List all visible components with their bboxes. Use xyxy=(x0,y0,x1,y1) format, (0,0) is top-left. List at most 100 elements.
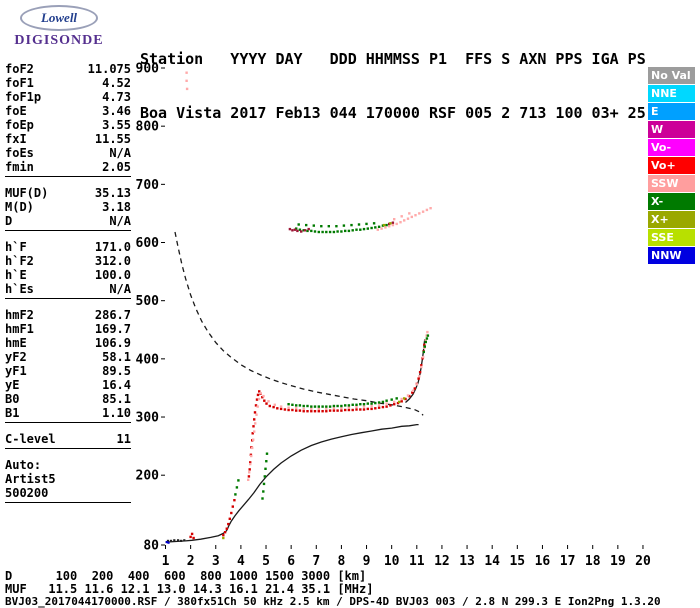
param-row: yF1 89.5 xyxy=(5,364,131,378)
param-row: foF2 11.075 xyxy=(5,62,131,76)
param-row: B1 1.10 xyxy=(5,406,131,420)
param-value: 89.5 xyxy=(102,364,131,378)
param-group: C-level 11 xyxy=(5,432,131,449)
legend-label: NNE xyxy=(651,87,677,100)
legend-label: No Val xyxy=(651,69,691,82)
x-tick-label: 19 xyxy=(610,554,626,569)
param-value: 58.1 xyxy=(102,350,131,364)
x-trace-green xyxy=(234,334,430,500)
param-label: MUF(D) xyxy=(5,186,49,200)
param-value: 286.7 xyxy=(94,308,131,322)
param-label: D xyxy=(5,214,13,228)
param-label: foF1 xyxy=(5,76,34,90)
bottom-left-dark-specks xyxy=(166,539,186,542)
param-label: 500200 xyxy=(5,486,49,500)
param-label: M(D) xyxy=(5,200,34,214)
x-tick-label: 18 xyxy=(585,554,601,569)
legend-item-x+: X+ xyxy=(648,211,695,228)
param-row: foF1p 4.73 xyxy=(5,90,131,104)
param-label: h`F2 xyxy=(5,254,34,268)
legend-item-no-val: No Val xyxy=(648,67,695,84)
ssw-pink-trace xyxy=(185,71,429,481)
legend-item-nnw: NNW xyxy=(648,247,695,264)
status-line: BVJ03_2017044170000.RSF / 380fx51Ch 50 k… xyxy=(5,595,661,608)
param-label: h`Es xyxy=(5,282,34,296)
x-tick-label: 4 xyxy=(237,554,245,569)
legend-label: SSE xyxy=(651,231,674,244)
param-group: Auto: Artist5 500200 xyxy=(5,458,131,503)
param-value: N/A xyxy=(109,214,131,228)
x-tick-label: 13 xyxy=(459,554,475,569)
param-group: MUF(D) 35.13 M(D) 3.18 D N/A xyxy=(5,186,131,231)
legend-item-w: W xyxy=(648,121,695,138)
param-row: C-level 11 xyxy=(5,432,131,446)
param-label: foEp xyxy=(5,118,34,132)
param-row: hmE 106.9 xyxy=(5,336,131,350)
y-tick-label: 80 xyxy=(143,539,159,554)
param-value: 16.4 xyxy=(102,378,131,392)
param-group: hmF2 286.7 hmF1 169.7 hmE 106.9 yF2 58.1 yF1 89.5… xyxy=(5,308,131,423)
x-tick-label: 3 xyxy=(212,554,220,569)
x-tick-label: 6 xyxy=(287,554,295,569)
x-axis: 1 2 3 4 5 6 7 8 9 10 11 12 13 14 15 16 17 18 19 20 xyxy=(162,545,651,569)
param-label: hmF2 xyxy=(5,308,34,322)
param-row: h`E 100.0 xyxy=(5,268,131,282)
muf-row: MUF 11.5 11.6 12.1 13.0 14.3 16.1 21.4 3… xyxy=(5,582,374,596)
y-tick-label: 500 xyxy=(136,294,160,309)
param-value: 11 xyxy=(116,432,131,446)
y-axis: 900 800 700 600 500 400 300 200 80 xyxy=(136,62,165,554)
x-tick-label: 20 xyxy=(635,554,651,569)
legend-item-e: E xyxy=(648,103,695,120)
legend-label: W xyxy=(651,123,664,136)
param-row: h`Es N/A xyxy=(5,282,131,296)
param-row: yF2 58.1 xyxy=(5,350,131,364)
param-row: M(D) 3.18 xyxy=(5,200,131,214)
param-label: yF1 xyxy=(5,364,27,378)
param-value: 1.10 xyxy=(102,406,131,420)
param-label: h`F xyxy=(5,240,27,254)
bottom-left-blue-specks xyxy=(165,541,170,544)
param-row: Artist5 xyxy=(5,472,131,486)
y-tick-label: 700 xyxy=(136,178,160,193)
param-row: Auto: xyxy=(5,458,131,472)
legend-item-x-: X- xyxy=(648,193,695,210)
legend-label: X- xyxy=(651,195,664,208)
param-label: fxI xyxy=(5,132,27,146)
param-value: N/A xyxy=(109,146,131,160)
param-label: B0 xyxy=(5,392,20,406)
param-label: Auto: xyxy=(5,458,42,472)
param-value: 3.46 xyxy=(102,104,131,118)
param-label: B1 xyxy=(5,406,20,420)
param-value: 3.55 xyxy=(102,118,131,132)
lowell-digisonde-logo: Lowell DIGISONDE xyxy=(8,5,110,49)
param-row: fmin 2.05 xyxy=(5,160,131,174)
y-tick-label: 600 xyxy=(136,236,160,251)
param-value: 106.9 xyxy=(94,336,131,350)
param-label: yF2 xyxy=(5,350,27,364)
legend-label: SSW xyxy=(651,177,679,190)
x-tick-label: 14 xyxy=(484,554,500,569)
electron-density-profile xyxy=(165,423,419,543)
param-row: fxI 11.55 xyxy=(5,132,131,146)
second-hop-green xyxy=(295,222,388,234)
o-trace-vo-plus-red xyxy=(189,343,426,540)
param-value: 11.55 xyxy=(94,132,131,146)
param-value: 100.0 xyxy=(94,268,131,282)
x-tick-label: 8 xyxy=(337,554,345,569)
param-label: foF2 xyxy=(5,62,34,76)
param-label: fmin xyxy=(5,160,34,174)
param-value: 35.13 xyxy=(94,186,131,200)
param-row: foEp 3.55 xyxy=(5,118,131,132)
logo-oval: Lowell xyxy=(20,5,98,31)
param-row: foE 3.46 xyxy=(5,104,131,118)
y-tick-label: 900 xyxy=(136,62,160,77)
param-label: hmE xyxy=(5,336,27,350)
param-label: foEs xyxy=(5,146,34,160)
param-value: 11.075 xyxy=(87,62,131,76)
param-row: D N/A xyxy=(5,214,131,228)
param-value: N/A xyxy=(109,282,131,296)
x-tick-label: 1 xyxy=(162,554,170,569)
y-tick-label: 800 xyxy=(136,120,160,135)
logo-lowell-text: Lowell xyxy=(40,10,78,25)
param-value: 85.1 xyxy=(102,392,131,406)
